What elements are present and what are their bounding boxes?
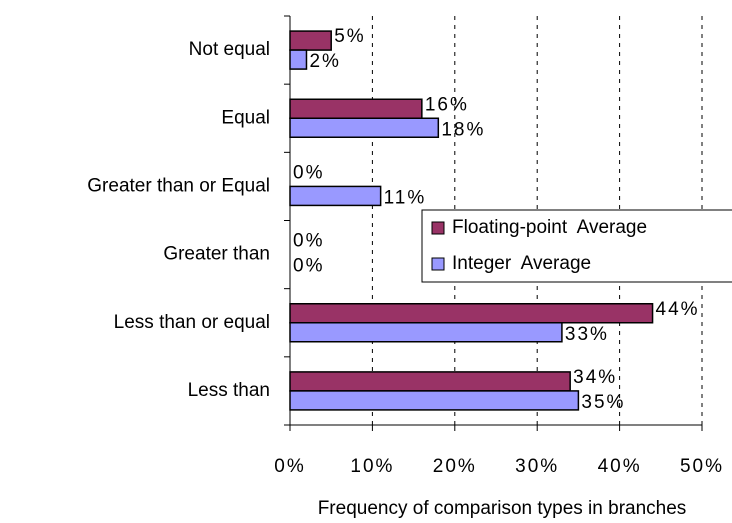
data-label: 0% xyxy=(293,162,324,183)
y-tick-label: Less than or equal xyxy=(114,312,270,333)
data-label: 35% xyxy=(581,392,625,413)
bar xyxy=(289,390,580,411)
data-label: 11% xyxy=(384,187,427,208)
y-tick-label: Greater than or Equal xyxy=(87,175,270,196)
data-label: 18% xyxy=(441,119,485,140)
bar xyxy=(289,185,382,207)
x-tick-label: 50% xyxy=(680,456,724,477)
y-tick-label: Less than xyxy=(188,380,270,401)
bar xyxy=(289,30,332,51)
bar xyxy=(289,322,563,343)
bar xyxy=(289,49,308,70)
x-tick-label: 10% xyxy=(350,456,394,477)
data-label: 44% xyxy=(656,299,700,320)
bar xyxy=(289,98,423,119)
bar xyxy=(289,117,440,138)
data-label: 16% xyxy=(425,94,469,115)
data-label: 33% xyxy=(565,324,609,345)
x-tick-label: 30% xyxy=(515,456,559,477)
data-label: 34% xyxy=(573,367,617,388)
x-tick-label: 40% xyxy=(598,456,642,477)
y-tick-label: Equal xyxy=(221,107,270,128)
data-label: 0% xyxy=(293,256,324,277)
data-label: 0% xyxy=(293,231,324,252)
legend-label: Integer Average xyxy=(452,253,591,274)
legend-swatch xyxy=(431,257,445,271)
y-tick-label: Not equal xyxy=(189,39,270,60)
data-label: 2% xyxy=(309,51,340,72)
legend-box xyxy=(421,209,732,283)
y-tick-label: Greater than xyxy=(163,244,270,265)
bar xyxy=(289,303,654,324)
x-tick-label: 20% xyxy=(433,456,477,477)
x-axis-label: Frequency of comparison types in branche… xyxy=(318,498,687,519)
x-tick-label: 0% xyxy=(274,456,305,477)
data-label: 5% xyxy=(334,26,365,47)
bar xyxy=(289,371,571,392)
legend-label: Floating-point Average xyxy=(452,217,647,238)
legend-swatch xyxy=(431,221,445,235)
